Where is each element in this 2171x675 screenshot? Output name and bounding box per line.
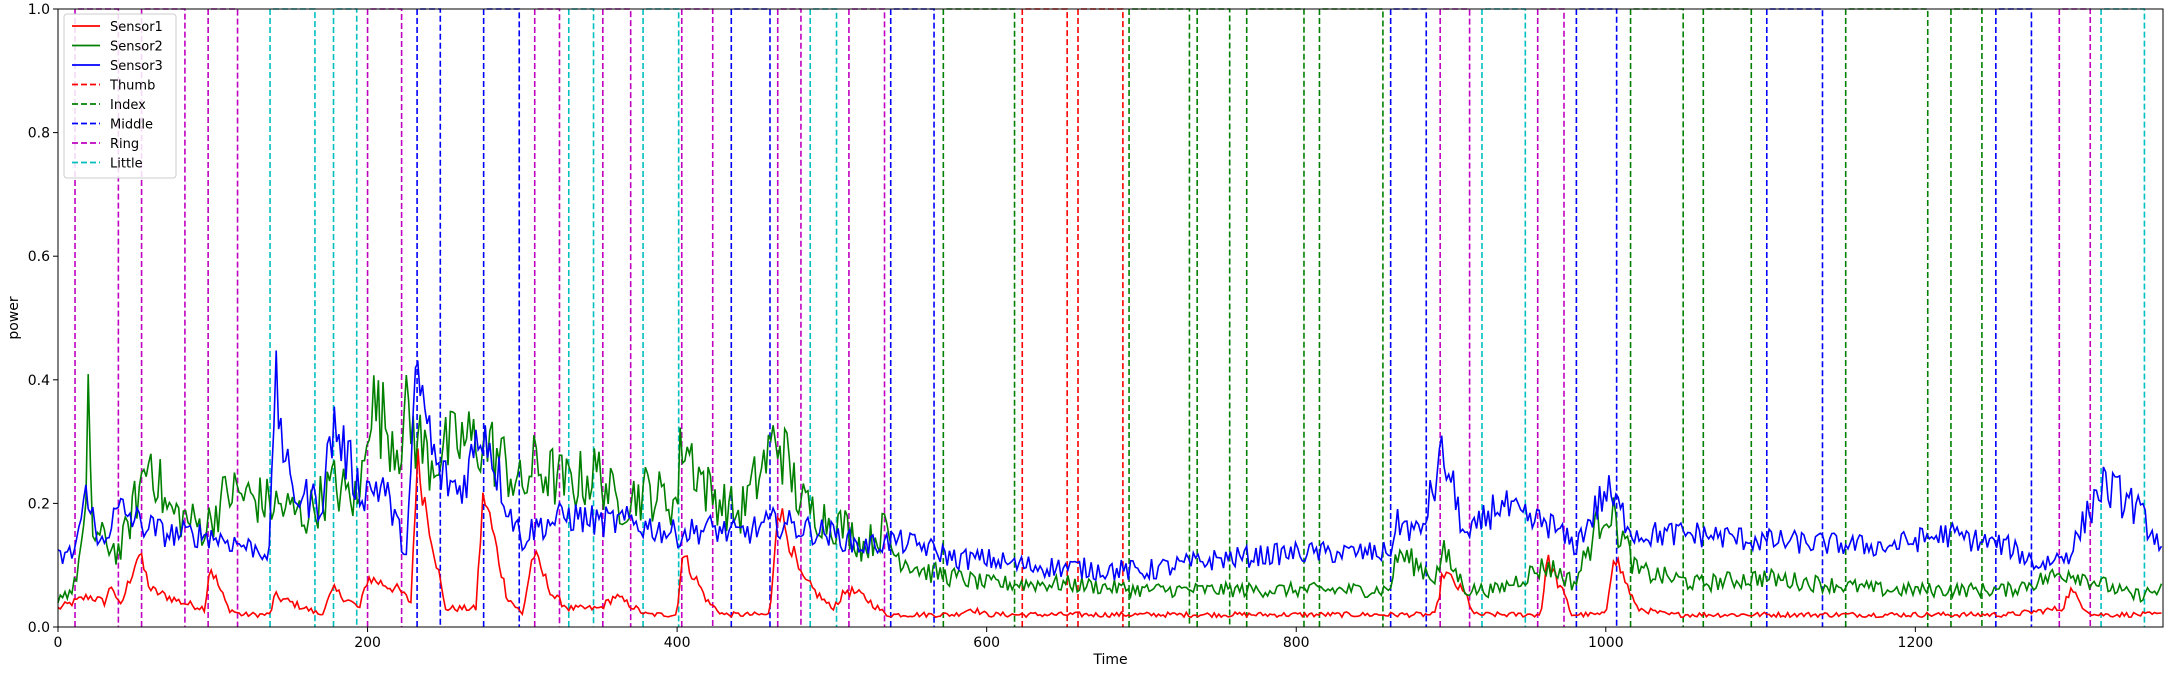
legend-label: Sensor2 (110, 40, 163, 55)
legend-item-thumb: Thumb (72, 79, 155, 94)
interval-index (1245, 8, 1305, 627)
plot-border (57, 8, 2164, 628)
interval-ring (776, 8, 802, 627)
axis-ticks: 0 200 400 600 800 1000 1200 0.0 0.2 0.4 0.6 0.8 1.0 (28, 2, 1933, 651)
legend-label: Index (110, 98, 146, 113)
series-sensor1 (57, 448, 2162, 619)
x-tick-label: 400 (664, 635, 691, 651)
plot-frame (57, 8, 2164, 628)
x-tick-label: 200 (354, 635, 381, 651)
interval-middle (1575, 8, 1618, 627)
x-tick-label: 1200 (1898, 635, 1934, 651)
series-sensor3 (57, 350, 2163, 582)
legend-box (63, 13, 177, 179)
legend-label: Thumb (109, 79, 155, 94)
y-axis-label: power (6, 296, 22, 340)
x-axis-label: Time (1092, 652, 1127, 668)
x-tick-label: 800 (1283, 635, 1310, 651)
y-tick-label: 0.2 (28, 496, 50, 512)
legend-item-sensor2: Sensor2 (72, 40, 163, 55)
legend-label: Little (110, 157, 143, 172)
legend-item-sensor1: Sensor1 (72, 20, 163, 35)
y-tick-label: 1.0 (28, 2, 50, 18)
legend-item-sensor3: Sensor3 (72, 59, 163, 74)
y-tick-label: 0.0 (28, 620, 50, 636)
legend-label: Sensor3 (110, 59, 163, 74)
y-tick-label: 0.4 (28, 373, 50, 389)
series-sensor2 (57, 374, 2163, 603)
x-tick-label: 1000 (1588, 635, 1624, 651)
legend-label: Ring (110, 137, 139, 152)
legend-item-ring: Ring (72, 137, 139, 152)
y-tick-label: 0.8 (28, 126, 50, 142)
interval-middle (730, 8, 771, 627)
legend-item-little: Little (72, 157, 143, 172)
interval-little (332, 8, 358, 627)
x-tick-label: 0 (54, 635, 63, 651)
legend-item-middle: Middle (72, 118, 153, 133)
legend-label: Sensor1 (110, 20, 163, 35)
legend-label: Middle (110, 118, 153, 133)
interval-middle (416, 8, 442, 627)
y-tick-label: 0.6 (28, 249, 50, 265)
legend: Sensor1 Sensor2 Sensor3 Thumb Index Middle Rin… (63, 13, 177, 179)
interval-middle (1765, 8, 1824, 627)
legend-item-index: Index (72, 98, 146, 113)
x-tick-label: 600 (973, 635, 1000, 651)
